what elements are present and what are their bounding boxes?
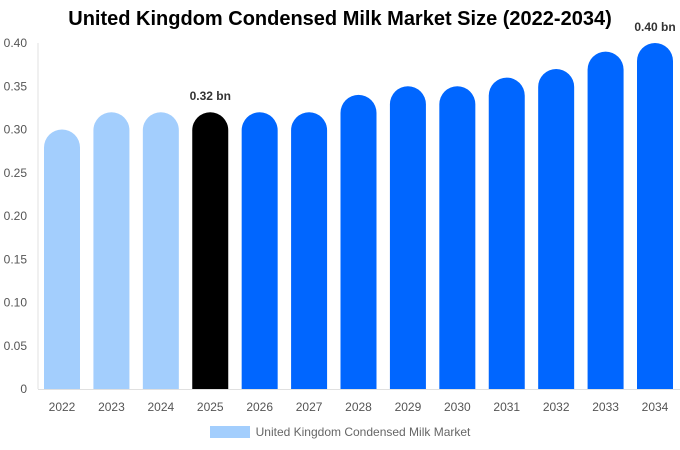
x-tick-label: 2030	[444, 400, 471, 414]
x-tick-label: 2029	[395, 400, 422, 414]
bar-2031	[488, 77, 525, 389]
bar-2029	[389, 86, 426, 389]
y-tick-label: 0.10	[4, 296, 28, 310]
bar-2032	[538, 68, 575, 389]
x-tick-label: 2022	[49, 400, 76, 414]
y-tick-label: 0.25	[4, 166, 28, 180]
bar-2025	[192, 112, 229, 389]
y-tick-label: 0.35	[4, 79, 28, 93]
y-tick-label: 0.40	[4, 36, 28, 50]
legend-swatch	[209, 426, 250, 438]
y-tick-label: 0	[20, 382, 27, 396]
y-tick-label: 0.30	[4, 123, 28, 137]
chart-title: United Kingdom Condensed Milk Market Siz…	[68, 8, 612, 30]
bar-2028	[340, 94, 377, 389]
bar-2027	[291, 112, 328, 389]
x-tick-label: 2024	[147, 400, 174, 414]
x-tick-label: 2031	[493, 400, 520, 414]
bar-2034	[637, 43, 673, 389]
y-tick-label: 0.15	[4, 252, 28, 266]
bar-2033	[587, 51, 624, 390]
x-tick-label: 2025	[197, 400, 224, 414]
bar-2030	[439, 86, 476, 389]
y-tick-label: 0.05	[4, 339, 28, 353]
data-label-2034: 0.40 bn	[634, 20, 675, 34]
x-tick-label: 2026	[246, 400, 273, 414]
bar-2022	[44, 129, 80, 389]
bar-2023	[93, 112, 130, 389]
x-tick-label: 2023	[98, 400, 125, 414]
legend: United Kingdom Condensed Milk Market	[0, 425, 680, 439]
bar-2024	[142, 112, 179, 389]
x-tick-label: 2028	[345, 400, 372, 414]
bar-2026	[241, 112, 278, 389]
x-tick-label: 2027	[296, 400, 323, 414]
legend-label: United Kingdom Condensed Milk Market	[255, 425, 471, 439]
x-tick-label: 2033	[592, 400, 619, 414]
y-tick-label: 0.20	[4, 209, 28, 223]
x-tick-label: 2034	[642, 400, 669, 414]
data-label-2025: 0.32 bn	[190, 89, 231, 103]
x-tick-label: 2032	[543, 400, 570, 414]
